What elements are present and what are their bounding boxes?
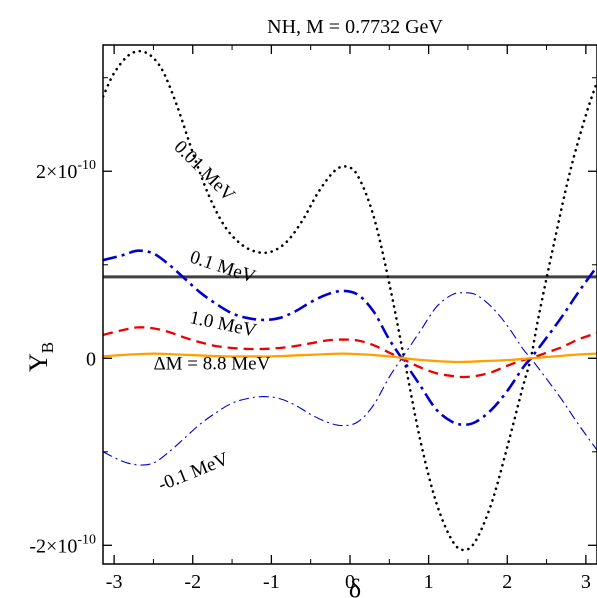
- y-axis-label: YB: [24, 342, 57, 372]
- svg-text:YB: YB: [24, 342, 57, 372]
- y-tick-label: 2×10-10: [36, 158, 96, 183]
- y-tick-label: 0: [86, 348, 96, 370]
- y-tick-label: -2×10-10: [29, 532, 96, 557]
- plot-area: [103, 49, 597, 552]
- series-line-1-0-mev: [103, 326, 597, 379]
- y-axis-label-sub: B: [38, 342, 57, 353]
- x-tick-label: -2: [184, 571, 201, 593]
- series-line-0-1-mev: [103, 249, 597, 426]
- x-tick-label: -3: [106, 571, 123, 593]
- y-axis-label-main: Y: [24, 353, 53, 372]
- chart-title: NH, M = 0.7732 GeV: [267, 16, 443, 38]
- series-label: 0.1 MeV: [187, 247, 258, 288]
- x-tick-label: 0: [345, 571, 355, 593]
- series-label: ΔM = 8.8 MeV: [153, 353, 270, 374]
- axes: -3 -2 -1 0 1 2 3 -2×10-10 0 2×10-10: [29, 45, 597, 593]
- series-label: 0.01 MeV: [170, 137, 240, 207]
- x-axis-label: δ: [349, 574, 361, 598]
- x-tick-label: 3: [581, 571, 591, 593]
- series-label: -0.1 MeV: [155, 448, 232, 495]
- series-line-0-1-mev: [103, 292, 597, 466]
- x-tick-label: -1: [263, 571, 280, 593]
- series-line-m-8-8-mev: [103, 352, 597, 364]
- x-tick-label: 1: [424, 571, 434, 593]
- x-tick-label: 2: [502, 571, 512, 593]
- series-label: 1.0 MeV: [188, 307, 259, 342]
